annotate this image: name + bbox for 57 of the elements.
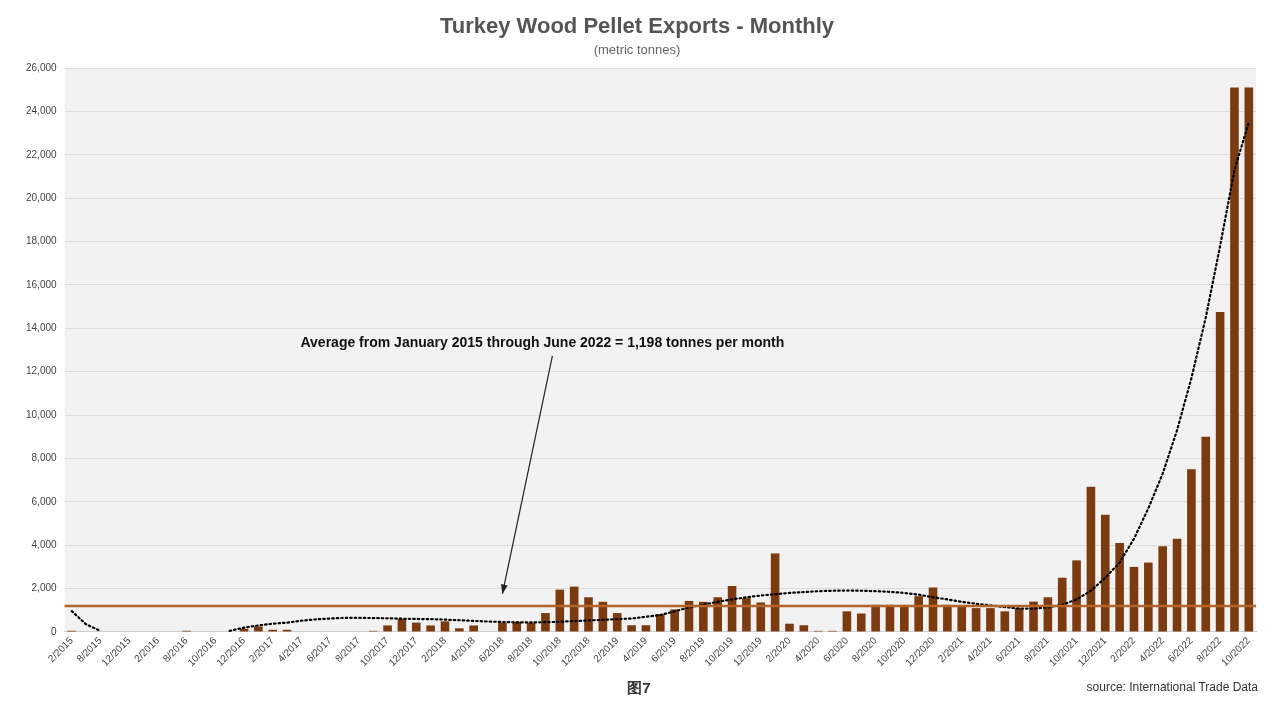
bar bbox=[742, 598, 751, 632]
bar bbox=[1072, 560, 1081, 632]
annotation: Average from January 2015 through June 2022 = 1,198 tonnes per month bbox=[300, 333, 785, 350]
bar bbox=[1230, 87, 1239, 632]
bar bbox=[1244, 87, 1254, 632]
y-tick-label: 8,000 bbox=[31, 452, 58, 464]
bar bbox=[971, 608, 981, 632]
y-tick-label: 4,000 bbox=[31, 538, 58, 550]
bar bbox=[411, 622, 421, 632]
bar bbox=[986, 608, 995, 632]
bar bbox=[1201, 436, 1211, 632]
y-tick-label: 14,000 bbox=[25, 322, 58, 334]
bar bbox=[1100, 514, 1110, 632]
bar bbox=[914, 596, 923, 632]
bar bbox=[842, 611, 852, 632]
bar bbox=[1172, 538, 1182, 632]
bar bbox=[900, 604, 909, 632]
bar bbox=[943, 604, 952, 632]
chart-subtitle: (metric tonnes) bbox=[593, 41, 681, 57]
bar bbox=[756, 602, 766, 632]
caption: 图7 bbox=[627, 678, 651, 696]
y-tick-label: 0 bbox=[51, 625, 58, 637]
bar bbox=[1115, 543, 1124, 632]
source-note: source: International Trade Data bbox=[1086, 680, 1259, 695]
bar bbox=[455, 628, 464, 632]
y-tick-label: 24,000 bbox=[25, 105, 58, 117]
bar bbox=[612, 613, 622, 632]
bar bbox=[1144, 562, 1153, 632]
y-tick-label: 20,000 bbox=[25, 191, 58, 203]
y-tick-label: 18,000 bbox=[25, 235, 58, 247]
bar bbox=[1158, 546, 1167, 632]
bar bbox=[655, 614, 665, 632]
y-tick-label: 16,000 bbox=[25, 278, 58, 290]
bar bbox=[1086, 486, 1096, 632]
bar bbox=[627, 625, 636, 632]
bar bbox=[541, 613, 550, 632]
bar bbox=[383, 625, 392, 632]
bar bbox=[469, 625, 478, 632]
bar bbox=[670, 609, 679, 632]
bar bbox=[856, 613, 866, 632]
bar bbox=[957, 605, 967, 632]
bar bbox=[871, 604, 880, 632]
bar bbox=[498, 622, 507, 632]
y-tick-label: 6,000 bbox=[31, 495, 58, 507]
bar bbox=[1215, 312, 1225, 632]
y-tick-label: 2,000 bbox=[31, 582, 58, 594]
bar bbox=[440, 621, 450, 632]
chart-title: Turkey Wood Pellet Exports - Monthly bbox=[439, 13, 835, 39]
y-tick-label: 10,000 bbox=[25, 408, 58, 420]
bar bbox=[1057, 577, 1067, 632]
bar bbox=[426, 625, 435, 632]
y-tick-label: 26,000 bbox=[25, 61, 58, 73]
y-tick-label: 22,000 bbox=[25, 148, 58, 160]
bar bbox=[1187, 469, 1196, 632]
y-tick-label: 12,000 bbox=[25, 365, 58, 377]
bar bbox=[785, 623, 794, 632]
bar bbox=[1000, 611, 1010, 632]
